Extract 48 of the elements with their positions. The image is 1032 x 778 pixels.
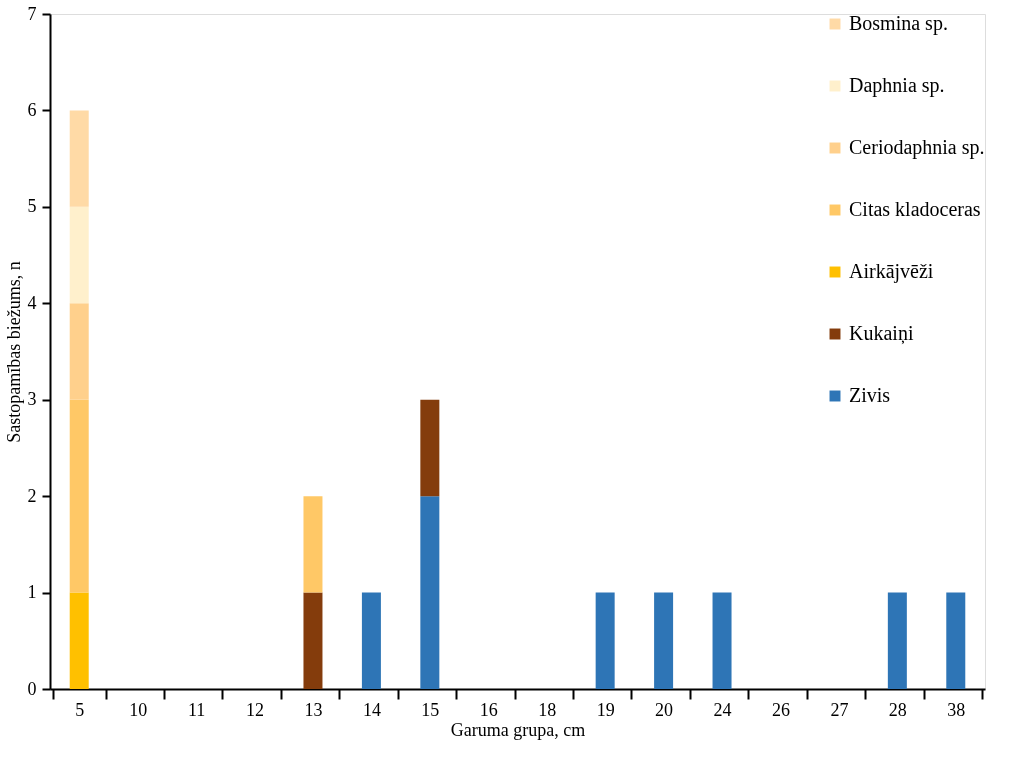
x-tick-label: 13	[304, 699, 323, 720]
bar	[69, 399, 89, 593]
y-tick-label: 7	[27, 3, 37, 24]
bar	[887, 592, 907, 689]
x-tick-label: 27	[830, 699, 849, 720]
legend-label: Bosmina sp.	[849, 12, 948, 35]
legend-label: Kukaiņi	[849, 322, 914, 345]
y-tick-label: 2	[27, 485, 37, 506]
bar	[420, 496, 440, 689]
legend-label: Ceriodaphnia sp.	[849, 136, 985, 159]
x-tick-label: 10	[129, 699, 148, 720]
bar	[69, 206, 89, 304]
x-tick-label: 38	[947, 699, 966, 720]
bar	[946, 592, 966, 689]
x-tick-label: 5	[75, 699, 85, 720]
y-tick-label: 0	[27, 678, 37, 699]
legend-label: Airkājvēži	[849, 260, 934, 283]
legend-label: Citas kladoceras	[849, 198, 981, 220]
x-tick-label: 15	[421, 699, 440, 720]
bar	[712, 592, 732, 689]
bar	[361, 592, 381, 689]
x-tick-label: 19	[596, 699, 615, 720]
x-tick-label: 12	[246, 699, 265, 720]
y-tick-label: 1	[27, 582, 37, 603]
x-tick-label: 11	[187, 699, 206, 720]
x-axis-title: Garuma grupa, cm	[450, 719, 586, 740]
x-tick-label: 28	[888, 699, 907, 720]
legend-label: Zivis	[849, 384, 891, 406]
bar	[69, 110, 89, 207]
x-tick-label: 26	[771, 699, 790, 720]
x-tick-label: 20	[655, 699, 674, 720]
y-tick-label: 6	[27, 99, 37, 120]
x-tick-label: 16	[479, 699, 498, 720]
y-tick-label: 3	[27, 389, 37, 410]
y-axis-title: Sastopamības biežums, n	[3, 261, 24, 443]
bar	[595, 592, 615, 689]
bar	[69, 592, 89, 689]
bar	[69, 303, 89, 400]
bar	[303, 592, 323, 689]
x-tick-label: 24	[713, 699, 732, 720]
bar	[420, 399, 440, 497]
bar	[303, 496, 323, 593]
legend-label: Daphnia sp.	[849, 74, 945, 97]
x-tick-label: 14	[362, 699, 381, 720]
y-tick-label: 5	[27, 196, 37, 217]
y-tick-label: 4	[27, 292, 37, 313]
bar	[654, 592, 674, 689]
x-tick-label: 18	[538, 699, 557, 720]
